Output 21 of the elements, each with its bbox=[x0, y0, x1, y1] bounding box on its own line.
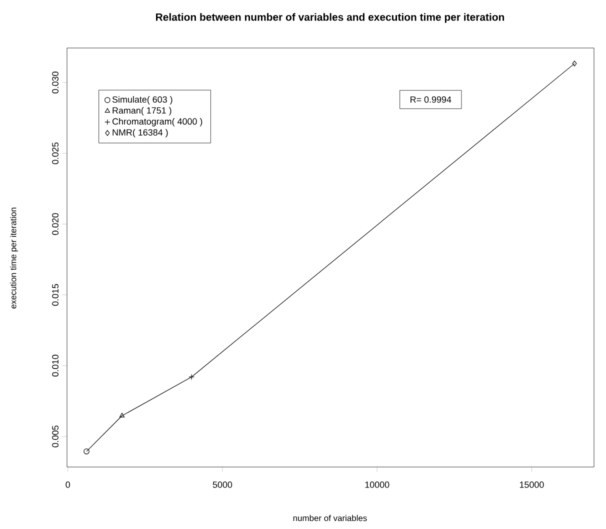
legend-label: NMR( 16384 ) bbox=[112, 129, 168, 138]
x-tick-label: 10000 bbox=[365, 482, 390, 488]
legend-label: Chromatogram( 4000 ) bbox=[112, 118, 202, 126]
point bbox=[119, 412, 125, 418]
y-tick-label: 0.015 bbox=[52, 284, 58, 306]
point bbox=[188, 374, 194, 380]
point bbox=[84, 448, 90, 454]
y-tick-label: 0.025 bbox=[52, 142, 58, 164]
x-tick-label: 5000 bbox=[212, 482, 232, 488]
legend-label: Simulate( 603 ) bbox=[112, 96, 172, 104]
y-tick-label: 0.010 bbox=[52, 354, 58, 377]
y-tick-label: 0.005 bbox=[52, 426, 58, 448]
x-axis-title: number of variables bbox=[293, 514, 367, 522]
legend-label: Raman( 1751 ) bbox=[112, 107, 172, 116]
x-tick-label: 0 bbox=[66, 482, 70, 488]
annotation: R= 0.9994 bbox=[410, 96, 452, 103]
y-tick-label: 0.030 bbox=[52, 72, 58, 94]
y-axis-title: execution time per iteration bbox=[10, 208, 18, 308]
x-tick-label: 15000 bbox=[520, 482, 544, 488]
y-tick-label: 0.020 bbox=[52, 213, 58, 235]
chart-title: Relation between number of variables and execution time per iteration bbox=[156, 13, 504, 23]
